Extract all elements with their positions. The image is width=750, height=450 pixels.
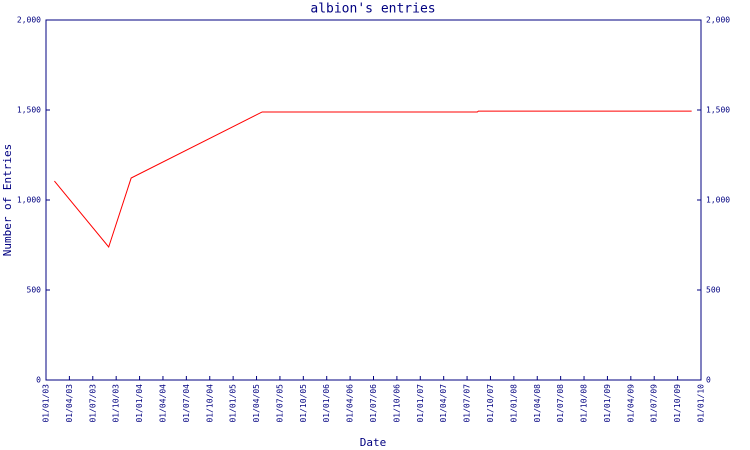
x-tick-label: 01/07/06 [369,384,378,423]
x-tick-label: 01/04/04 [158,384,167,423]
x-tick-label: 01/10/04 [205,384,214,423]
y-tick-label: 1,000 [17,196,41,205]
x-tick-label: 01/01/06 [322,384,331,423]
x-tick-label: 01/01/08 [509,384,518,423]
x-tick-label: 01/01/10 [697,384,706,423]
x-tick-label: 01/01/04 [135,384,144,423]
y2-tick-label: 500 [706,286,721,295]
y2-tick-label: 0 [706,376,711,385]
x-tick-label: 01/10/03 [112,384,121,423]
x-tick-label: 01/07/03 [88,384,97,423]
x-tick-label: 01/01/09 [603,384,612,423]
x-tick-label: 01/04/08 [533,384,542,423]
data-line [54,110,692,249]
y-axis-label: Number of Entries [1,144,14,257]
x-tick-label: 01/10/06 [392,384,401,423]
x-tick-label: 01/01/05 [229,384,238,423]
x-tick-label: 01/04/07 [439,384,448,423]
x-tick-label: 01/01/03 [42,384,51,423]
y-tick-label: 2,000 [17,16,41,25]
y2-tick-label: 1,000 [706,196,730,205]
x-tick-label: 01/10/08 [580,384,589,423]
x-tick-label: 01/07/08 [556,384,565,423]
y-tick-label: 1,500 [17,106,41,115]
x-tick-label: 01/04/03 [65,384,74,423]
x-tick-label: 01/10/07 [486,384,495,423]
x-tick-label: 01/07/07 [463,384,472,423]
x-tick-label: 01/10/09 [673,384,682,423]
y-tick-label: 0 [36,376,41,385]
x-axis-label: Date [360,436,387,449]
chart-title: albion's entries [310,2,435,17]
y2-tick-label: 1,500 [706,106,730,115]
x-tick-label: 01/01/07 [416,384,425,423]
x-tick-label: 01/07/05 [275,384,284,423]
y-tick-label: 500 [27,286,42,295]
x-tick-label: 01/07/04 [182,384,191,423]
x-tick-label: 01/04/05 [252,384,261,423]
x-tick-label: 01/04/06 [346,384,355,423]
x-tick-label: 01/04/09 [626,384,635,423]
x-tick-label: 01/10/05 [299,384,308,423]
y2-tick-label: 2,000 [706,16,730,25]
x-tick-label: 01/07/09 [650,384,659,423]
